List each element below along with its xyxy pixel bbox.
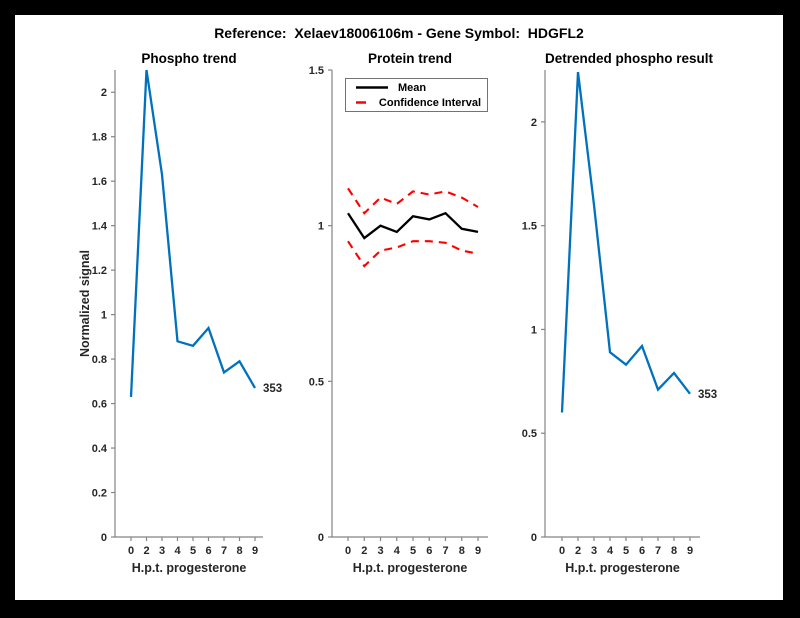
y-tick-label: 0.5 [522,428,537,440]
x-tick-label: 3 [377,545,383,557]
series-line-confidence-interval-upper [347,187,479,215]
legend-label-confidence-interval: Confidence Interval [378,96,481,109]
legend-label-mean: Mean [398,81,427,94]
y-tick-label: 1.4 [92,221,108,233]
y-tick-label: 0 [531,532,537,544]
figure-title: Reference: Xelaev18006106m - Gene Symbol… [214,25,584,41]
subplot-title-detrended: Detrended phospho result [545,51,714,66]
series-line-mean [347,211,479,240]
x-tick-label: 5 [190,545,196,557]
y-tick-label: 1.5 [522,221,537,233]
y-tick-label: 0 [318,532,324,544]
y-tick-label: 0.8 [92,354,107,366]
y-tick-label: 1 [318,221,324,233]
x-tick-label: 2 [575,545,581,557]
y-tick-label: 0.2 [92,488,107,500]
series-line-confidence-interval-lower [347,240,479,268]
y-tick-label: 1.5 [309,65,324,77]
x-tick-label: 9 [475,545,481,557]
x-tick-label: 6 [205,545,211,557]
x-tick-label: 5 [623,545,629,557]
y-tick-label: 1.8 [92,132,107,144]
x-tick-label: 6 [639,545,645,557]
x-tick-label: 3 [591,545,597,557]
x-tick-label: 2 [361,545,367,557]
y-tick-label: 1 [101,310,107,322]
subplot-title-protein: Protein trend [367,51,452,66]
y-tick-label: 1.2 [92,265,107,277]
x-tick-label: 3 [159,545,165,557]
legend-entry-mean: Mean [355,82,481,94]
legend-line-sample-confidence-interval [356,101,370,104]
y-tick-label: 2 [101,87,107,99]
x-tick-label: 4 [394,545,401,557]
y-tick-label: 2 [531,117,537,129]
y-tick-label: 0 [101,532,107,544]
x-tick-label: 9 [252,545,258,557]
y-tick-label: 0.4 [92,443,108,455]
x-tick-label: 7 [442,545,448,557]
legend-line-sample-mean [356,86,388,89]
y-tick-label: 1.6 [92,176,107,188]
x-axis-label-hpt-progesterone-2: H.p.t. progesterone [352,561,468,575]
subplot-title-phospho: Phospho trend [141,51,237,66]
legend-entry-confidence-interval: Confidence Interval [355,97,481,109]
y-tick-label: 0.5 [309,376,324,388]
x-tick-label: 8 [671,545,677,557]
x-tick-label: 0 [345,545,351,557]
legend: Mean Confidence Interval [345,78,488,112]
x-axis-label-hpt-progesterone-1: H.p.t. progesterone [131,561,247,575]
x-tick-label: 7 [655,545,661,557]
matlab-figure: Reference: Xelaev18006106m - Gene Symbol… [15,15,783,600]
x-tick-label: 8 [459,545,465,557]
x-tick-label: 2 [143,545,149,557]
x-tick-label: 9 [687,545,693,557]
chart-canvas-protein-trend: 0 2 3 4 5 6 7 8 900.511.5 [309,65,488,557]
endpoint-label: 353 [698,389,717,401]
x-tick-label: 4 [174,545,181,557]
series-line-detrended-phospho-signal [560,71,691,413]
x-tick-label: 8 [236,545,242,557]
y-tick-label: 0.6 [92,399,107,411]
x-tick-label: 6 [426,545,432,557]
series-line-phospho-signal [129,69,256,397]
x-tick-label: 4 [607,545,614,557]
x-tick-label: 0 [128,545,134,557]
x-axis-label-hpt-progesterone-3: H.p.t. progesterone [565,561,680,575]
x-tick-label: 7 [221,545,227,557]
y-tick-label: 1 [531,324,537,336]
x-tick-label: 5 [410,545,416,557]
x-tick-label: 0 [559,545,565,557]
endpoint-label: 353 [263,383,282,395]
